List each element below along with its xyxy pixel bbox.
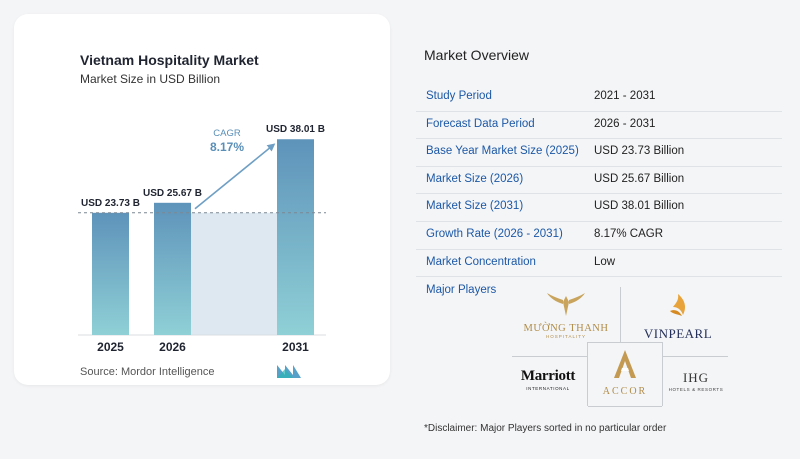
logo-divider <box>587 342 588 406</box>
muong-thanh-logo: MƯỜNG THANH HOSPITALITY <box>520 292 612 339</box>
overview-row-value: USD 23.73 Billion <box>594 145 685 158</box>
vinpearl-name: VINPEARL <box>643 326 713 341</box>
accor-a-icon <box>614 350 636 378</box>
source-note: Source: Mordor Intelligence <box>80 366 215 378</box>
cagr-value: 8.17% <box>210 140 244 154</box>
accor-name: ACCOR <box>602 386 648 397</box>
vinpearl-flame-icon <box>670 294 686 316</box>
bar-2031 <box>277 139 314 335</box>
ihg-tag: HOTELS & RESORTS <box>668 387 724 392</box>
logo-divider <box>620 287 621 342</box>
overview-row-label: Market Concentration <box>426 255 536 268</box>
overview-row: Forecast Data Period 2026 - 2031 <box>416 112 782 140</box>
bar-value-label: USD 38.01 B <box>266 124 325 135</box>
major-players-title: Major Players <box>426 284 497 296</box>
overview-row-label: Market Size (2026) <box>426 172 524 185</box>
bar-2025 <box>92 212 129 335</box>
logo-divider <box>588 342 662 343</box>
ihg-name: IHG <box>682 370 710 385</box>
market-overview-table: Study Period 2021 - 2031 Forecast Data Per… <box>416 84 782 278</box>
muong-thanh-name: MƯỜNG THANH <box>523 323 609 334</box>
overview-row-value: 2026 - 2031 <box>594 117 656 130</box>
chart-subtitle: Market Size in USD Billion <box>80 72 221 86</box>
category-label: 2026 <box>159 340 186 354</box>
overview-row-value: 8.17% CAGR <box>594 227 664 240</box>
chart-title: Vietnam Hospitality Market <box>80 52 259 68</box>
marriott-logo: Marriott INTERNATIONAL <box>512 368 584 391</box>
overview-row: Market Size (2026) USD 25.67 Billion <box>416 167 782 195</box>
overview-row-value: 2021 - 2031 <box>594 90 656 102</box>
cagr-arrow <box>194 143 276 210</box>
overview-row-label: Market Size (2031) <box>426 200 524 213</box>
bar-2026 <box>154 202 191 335</box>
overview-row-label: Study Period <box>426 90 492 102</box>
logo-divider <box>512 356 587 357</box>
overview-row: Market Size (2031) USD 38.01 Billion <box>416 194 782 222</box>
category-label: 2031 <box>282 340 309 354</box>
ihg-logo: IHG HOTELS & RESORTS <box>664 370 728 392</box>
overview-row: Market Concentration Low <box>416 250 782 278</box>
winged-crest-icon <box>547 293 585 316</box>
bar-value-label: USD 23.73 B <box>81 198 140 209</box>
muong-thanh-tag: HOSPITALITY <box>546 334 586 339</box>
disclaimer: *Disclaimer: Major Players sorted in no … <box>424 423 667 434</box>
overview-row-value: USD 38.01 Billion <box>594 200 685 213</box>
accor-logo: ACCOR <box>590 349 660 397</box>
category-label: 2025 <box>97 340 124 354</box>
marriott-name: Marriott <box>520 368 576 384</box>
overview-row: Base Year Market Size (2025) USD 23.73 Bi… <box>416 139 782 167</box>
logo-divider <box>662 356 728 357</box>
market-overview-title: Market Overview <box>424 47 530 63</box>
overview-row-value: Low <box>594 255 616 268</box>
bar-value-label: USD 25.67 B <box>143 188 202 199</box>
overview-row: Study Period 2021 - 2031 <box>416 84 782 112</box>
overview-row-label: Base Year Market Size (2025) <box>426 145 579 158</box>
cagr-label: CAGR <box>213 128 241 139</box>
overview-row-label: Growth Rate (2026 - 2031) <box>426 227 563 240</box>
mordor-intelligence-logo-icon <box>277 365 301 378</box>
marriott-tag: INTERNATIONAL <box>526 386 570 391</box>
logo-divider <box>662 342 663 406</box>
logo-divider <box>588 406 662 407</box>
growth-band <box>191 212 277 335</box>
overview-row-label: Forecast Data Period <box>426 117 535 130</box>
vinpearl-logo: VINPEARL <box>628 293 728 342</box>
overview-row-value: USD 25.67 Billion <box>594 172 685 185</box>
overview-row: Growth Rate (2026 - 2031) 8.17% CAGR <box>416 222 782 250</box>
